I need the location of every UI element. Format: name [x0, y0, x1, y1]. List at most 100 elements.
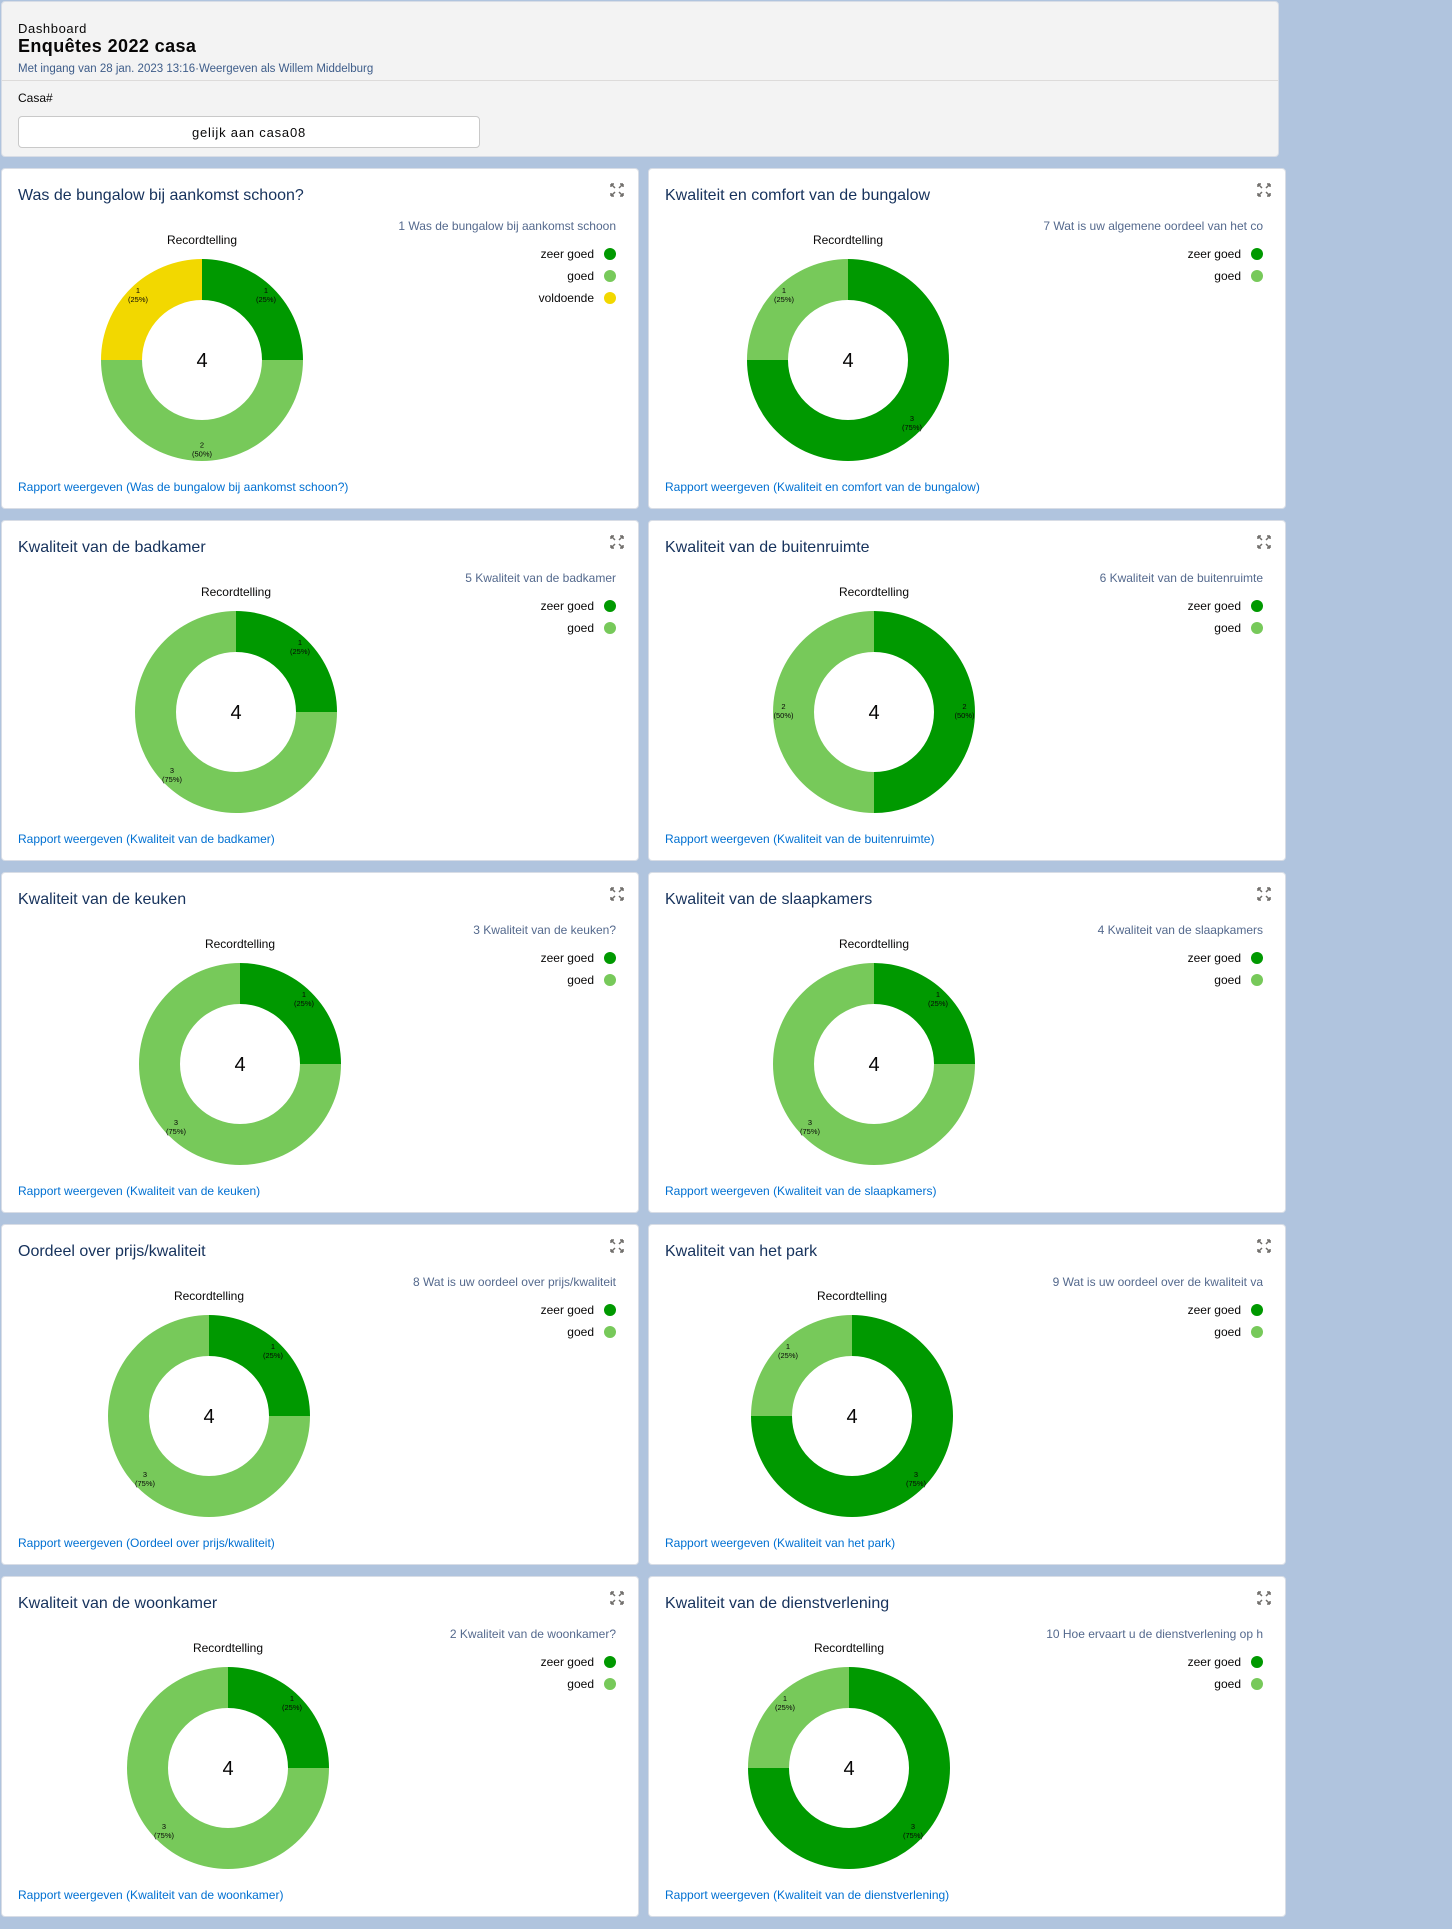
donut-slice[interactable]: [236, 611, 337, 712]
donut-slice[interactable]: [101, 259, 202, 360]
expand-icon[interactable]: [610, 535, 624, 549]
dashboard-card: Recordtelling 1 (25%) 3 (75%) 4 Oordeel over …: [1, 1224, 639, 1565]
view-report-link[interactable]: Rapport weergeven (Kwaliteit van het par…: [665, 1536, 896, 1550]
legend-item[interactable]: zeer goed: [1188, 947, 1263, 969]
legend-label: voldoende: [538, 291, 594, 305]
view-report-link[interactable]: Rapport weergeven (Kwaliteit van de keuk…: [18, 1184, 261, 1198]
donut-slice[interactable]: [748, 1667, 849, 1768]
legend-item[interactable]: goed: [541, 969, 616, 991]
donut-slice[interactable]: [108, 1315, 310, 1517]
expand-icon[interactable]: [1257, 1591, 1271, 1605]
expand-icon[interactable]: [610, 1239, 624, 1253]
donut-chart: Recordtelling 1 (25%) 3 (75%) 4: [127, 1641, 329, 1869]
chart-label: Recordtelling: [814, 1641, 884, 1655]
expand-icon[interactable]: [1257, 183, 1271, 197]
view-report-link[interactable]: Rapport weergeven (Kwaliteit van de woon…: [18, 1888, 284, 1902]
donut-slice[interactable]: [874, 611, 975, 813]
donut-slice[interactable]: [751, 1315, 852, 1416]
legend-item[interactable]: goed: [541, 1673, 616, 1695]
card-title: Kwaliteit van het park: [665, 1243, 818, 1260]
donut-slice[interactable]: [874, 963, 975, 1064]
donut-chart: Recordtelling 1 (25%) 3 (75%) 4: [135, 585, 337, 813]
donut-slice[interactable]: [240, 963, 341, 1064]
legend-item[interactable]: goed: [539, 265, 616, 287]
donut-slice[interactable]: [747, 259, 949, 461]
card-title: Kwaliteit van de woonkamer: [18, 1595, 218, 1612]
view-report-link[interactable]: Rapport weergeven (Kwaliteit en comfort …: [665, 480, 980, 494]
chart-legend: zeer goed goed: [1188, 1651, 1263, 1695]
dashboard-card: Recordtelling 1 (25%) 3 (75%) 4 Kwaliteit van…: [648, 872, 1286, 1213]
view-report-link[interactable]: Rapport weergeven (Kwaliteit van de dien…: [665, 1888, 950, 1902]
legend-label: goed: [1214, 269, 1241, 283]
donut-slice[interactable]: [101, 360, 303, 461]
donut-slice[interactable]: [748, 1667, 950, 1869]
view-report-link[interactable]: Rapport weergeven (Kwaliteit van de badk…: [18, 832, 275, 846]
legend-item[interactable]: goed: [541, 617, 616, 639]
donut-slice[interactable]: [127, 1667, 329, 1869]
chart-legend: zeer goed goed: [1188, 243, 1263, 287]
legend-item[interactable]: zeer goed: [1188, 595, 1263, 617]
expand-icon[interactable]: [610, 1591, 624, 1605]
legend-swatch: [1251, 600, 1263, 612]
legend-item[interactable]: zeer goed: [541, 1299, 616, 1321]
slice-data-label: 1 (25%): [256, 286, 277, 304]
legend-swatch: [604, 292, 616, 304]
legend-item[interactable]: zeer goed: [539, 243, 616, 265]
card-title: Was de bungalow bij aankomst schoon?: [18, 187, 304, 204]
legend-item[interactable]: zeer goed: [1188, 1299, 1263, 1321]
donut-slice[interactable]: [135, 611, 337, 813]
chart-label: Recordtelling: [839, 585, 909, 599]
legend-item[interactable]: zeer goed: [1188, 243, 1263, 265]
donut-slice[interactable]: [773, 963, 975, 1165]
view-report-link[interactable]: Rapport weergeven (Kwaliteit van de buit…: [665, 832, 935, 846]
donut-total: 4: [868, 1054, 879, 1076]
donut-slice[interactable]: [228, 1667, 329, 1768]
view-report-link[interactable]: Rapport weergeven (Kwaliteit van de slaa…: [665, 1184, 937, 1198]
donut-total: 4: [196, 350, 207, 372]
legend-title: 1 Was de bungalow bij aankomst schoon: [398, 219, 616, 233]
legend-item[interactable]: goed: [1188, 617, 1263, 639]
legend-item[interactable]: zeer goed: [541, 595, 616, 617]
legend-item[interactable]: goed: [541, 1321, 616, 1343]
slice-data-label: 1 (25%): [928, 990, 949, 1008]
chart-label: Recordtelling: [205, 937, 275, 951]
donut-total: 4: [846, 1406, 857, 1428]
legend-item[interactable]: goed: [1188, 1321, 1263, 1343]
dashboard-header: Dashboard Enquêtes 2022 casa Met ingang …: [1, 1, 1279, 157]
legend-swatch: [604, 1326, 616, 1338]
legend-item[interactable]: zeer goed: [541, 1651, 616, 1673]
slice-data-label: 3 (75%): [162, 766, 183, 784]
expand-icon[interactable]: [1257, 535, 1271, 549]
legend-swatch: [1251, 1304, 1263, 1316]
legend-item[interactable]: zeer goed: [1188, 1651, 1263, 1673]
view-report-link[interactable]: Rapport weergeven (Was de bungalow bij a…: [18, 480, 349, 494]
legend-label: zeer goed: [540, 951, 594, 965]
donut-slice[interactable]: [209, 1315, 310, 1416]
donut-slice[interactable]: [751, 1315, 953, 1517]
expand-icon[interactable]: [610, 183, 624, 197]
legend-item[interactable]: zeer goed: [541, 947, 616, 969]
legend-title: 9 Wat is uw oordeel over de kwaliteit va: [1052, 1275, 1263, 1289]
donut-slice[interactable]: [202, 259, 303, 360]
legend-item[interactable]: goed: [1188, 265, 1263, 287]
legend-item[interactable]: goed: [1188, 969, 1263, 991]
donut-slice[interactable]: [747, 259, 848, 360]
slice-data-label: 1 (25%): [263, 1342, 284, 1360]
donut-slice[interactable]: [139, 963, 341, 1165]
view-report-link[interactable]: Rapport weergeven (Oordeel over prijs/kw…: [18, 1536, 275, 1550]
legend-label: goed: [567, 621, 594, 635]
legend-swatch: [1251, 270, 1263, 282]
dashboard-card: Recordtelling 1 (25%) 3 (75%) 4 Kwaliteit van…: [1, 872, 639, 1213]
slice-data-label: 2 (50%): [192, 441, 213, 459]
legend-item[interactable]: voldoende: [539, 287, 616, 309]
expand-icon[interactable]: [1257, 1239, 1271, 1253]
legend-label: zeer goed: [1187, 1655, 1241, 1669]
legend-swatch: [1251, 1678, 1263, 1690]
donut-chart: Recordtelling 2 (50%) 2 (50%) 4: [773, 585, 975, 813]
legend-item[interactable]: goed: [1188, 1673, 1263, 1695]
expand-icon[interactable]: [610, 887, 624, 901]
donut-slice[interactable]: [773, 611, 874, 813]
legend-swatch: [604, 952, 616, 964]
expand-icon[interactable]: [1257, 887, 1271, 901]
casa-filter-button[interactable]: gelijk aan casa08: [18, 116, 480, 148]
